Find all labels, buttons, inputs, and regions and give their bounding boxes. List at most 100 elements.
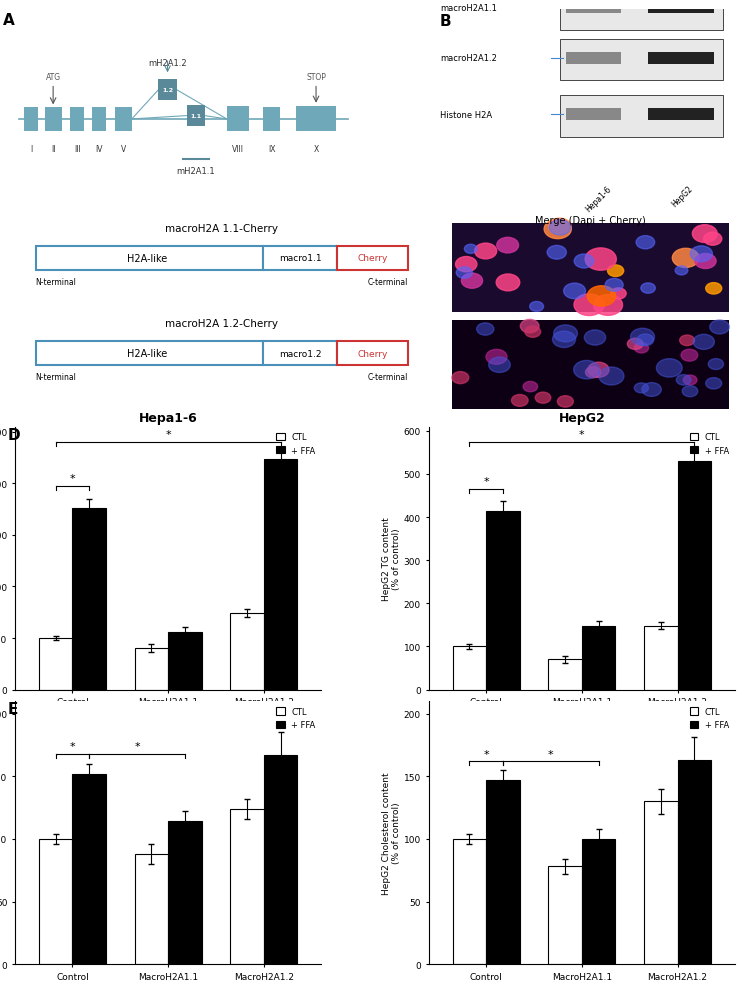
Bar <box>135 649 168 690</box>
Circle shape <box>608 265 624 277</box>
Bar <box>677 461 711 690</box>
Text: Cherry: Cherry <box>357 254 388 263</box>
Circle shape <box>695 254 716 269</box>
Circle shape <box>706 378 722 390</box>
Text: I: I <box>30 145 32 154</box>
Circle shape <box>548 219 571 236</box>
Circle shape <box>693 335 715 350</box>
Legend: CTL, + FFA: CTL, + FFA <box>274 706 317 731</box>
Circle shape <box>512 395 528 407</box>
Text: *: * <box>483 477 489 487</box>
Text: D: D <box>8 427 20 442</box>
Y-axis label: HepG2 Cholesterol content
(% of control): HepG2 Cholesterol content (% of control) <box>382 771 401 894</box>
Circle shape <box>588 363 609 378</box>
Text: E: E <box>8 702 18 717</box>
Circle shape <box>476 323 494 336</box>
Text: *: * <box>548 748 554 758</box>
Circle shape <box>675 266 688 275</box>
Bar <box>168 632 202 690</box>
Bar <box>560 40 723 82</box>
Bar <box>24 108 38 131</box>
Circle shape <box>683 376 697 386</box>
Bar <box>452 839 486 964</box>
Text: X: X <box>314 145 319 154</box>
Circle shape <box>672 249 699 268</box>
Circle shape <box>640 283 656 294</box>
Bar <box>264 459 298 690</box>
Bar <box>264 755 298 964</box>
Bar <box>452 647 486 690</box>
Text: *: * <box>483 748 489 758</box>
Bar <box>677 760 711 964</box>
Bar <box>39 839 73 964</box>
Text: Merge (Dapi + Cherry): Merge (Dapi + Cherry) <box>535 216 646 226</box>
Bar <box>296 106 336 131</box>
Circle shape <box>496 274 520 291</box>
Bar <box>566 109 620 121</box>
Circle shape <box>554 325 578 343</box>
Bar <box>452 224 729 312</box>
Text: *: * <box>70 474 75 484</box>
Bar <box>648 109 714 121</box>
Circle shape <box>520 320 539 333</box>
Circle shape <box>636 237 655 249</box>
Title: Hepa1-6: Hepa1-6 <box>139 412 197 424</box>
Circle shape <box>544 220 572 240</box>
Text: C-terminal: C-terminal <box>368 373 407 382</box>
Bar <box>566 2 620 14</box>
Text: *: * <box>134 742 140 751</box>
Circle shape <box>681 350 698 362</box>
Circle shape <box>530 302 544 312</box>
Text: V: V <box>121 145 126 154</box>
FancyBboxPatch shape <box>338 341 407 366</box>
Bar <box>73 509 106 690</box>
Circle shape <box>464 245 477 254</box>
Text: 1.2: 1.2 <box>162 88 173 93</box>
Text: macro1.1: macro1.1 <box>279 254 322 263</box>
Bar <box>70 108 84 131</box>
Text: macroH2A1.2: macroH2A1.2 <box>440 55 497 64</box>
Circle shape <box>692 226 717 244</box>
Text: 1.1: 1.1 <box>190 114 201 119</box>
Circle shape <box>682 387 698 398</box>
Circle shape <box>680 336 694 346</box>
Circle shape <box>605 279 623 292</box>
Circle shape <box>496 239 518 253</box>
Bar <box>135 854 168 964</box>
Circle shape <box>523 382 538 393</box>
Circle shape <box>486 350 507 365</box>
Circle shape <box>598 368 624 386</box>
Circle shape <box>475 244 496 259</box>
Bar <box>648 2 714 14</box>
Bar <box>92 108 106 131</box>
Circle shape <box>563 283 586 299</box>
FancyBboxPatch shape <box>338 247 407 271</box>
Text: IV: IV <box>95 145 103 154</box>
Circle shape <box>676 375 691 386</box>
Legend: CTL, + FFA: CTL, + FFA <box>688 431 730 457</box>
Bar <box>566 53 620 65</box>
Text: macroH2A 1.2-Cherry: macroH2A 1.2-Cherry <box>165 318 278 329</box>
Bar <box>158 81 176 101</box>
Text: III: III <box>74 145 80 154</box>
Text: macro1.2: macro1.2 <box>279 349 321 358</box>
Bar <box>548 867 582 964</box>
Bar <box>486 780 520 964</box>
Circle shape <box>489 358 510 373</box>
Bar <box>582 839 615 964</box>
Text: mH2A1.2: mH2A1.2 <box>148 59 187 68</box>
Circle shape <box>574 294 604 316</box>
FancyBboxPatch shape <box>263 247 338 271</box>
Bar <box>486 511 520 690</box>
Bar <box>582 626 615 690</box>
Text: macroH2A1.1: macroH2A1.1 <box>440 4 497 13</box>
Circle shape <box>584 331 606 346</box>
Circle shape <box>642 383 662 397</box>
Circle shape <box>637 335 654 347</box>
Bar <box>73 774 106 964</box>
Text: ATG: ATG <box>46 73 61 82</box>
Circle shape <box>708 359 724 370</box>
Text: Cherry: Cherry <box>357 349 388 358</box>
Bar <box>45 108 62 131</box>
Bar <box>263 108 280 131</box>
